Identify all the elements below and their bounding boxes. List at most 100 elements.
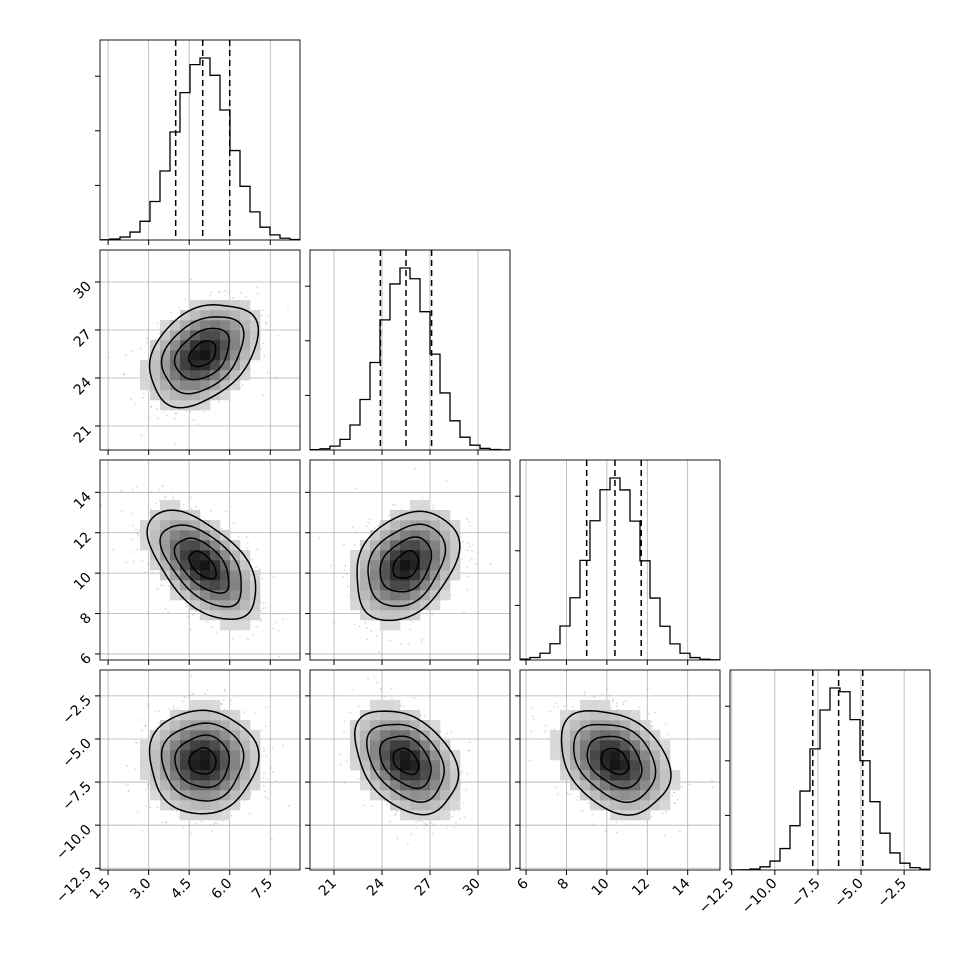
- density-cell: [170, 730, 181, 741]
- density-cell: [160, 540, 171, 551]
- density-cell: [210, 530, 221, 541]
- scatter-point: [144, 724, 147, 727]
- scatter-point: [369, 518, 371, 521]
- scatter-point: [223, 290, 226, 293]
- contour-2: [367, 523, 447, 607]
- contour-2: [160, 722, 245, 802]
- scatter-point: [383, 695, 386, 698]
- density-cell: [160, 510, 171, 521]
- scatter-point: [475, 563, 477, 565]
- density-cell: [220, 600, 231, 611]
- density-cell: [180, 330, 191, 341]
- density-cell: [440, 520, 451, 531]
- density-cell: [420, 530, 431, 541]
- density-cell: [240, 560, 251, 571]
- density-cell: [220, 750, 231, 761]
- density-cell: [200, 520, 211, 531]
- density-cell: [230, 750, 241, 761]
- scatter-point: [218, 401, 221, 404]
- density-cells: [140, 700, 261, 821]
- density-cell: [380, 590, 391, 601]
- scatter-point: [461, 558, 463, 560]
- density-cell: [230, 340, 241, 351]
- density-cell: [220, 760, 231, 771]
- scatter-point: [134, 741, 137, 743]
- density-cell: [150, 560, 161, 571]
- density-cell: [450, 530, 461, 541]
- scatter-point: [462, 540, 464, 543]
- scatter-point: [466, 565, 468, 568]
- scatter-point: [348, 711, 351, 714]
- density-cell: [230, 780, 241, 791]
- scatter-point: [130, 538, 133, 541]
- scatter-point: [219, 291, 221, 294]
- scatter-point: [173, 417, 176, 420]
- density-cell: [180, 780, 191, 791]
- contour-0: [188, 550, 217, 580]
- density-cell: [190, 350, 201, 361]
- scatter-point: [272, 627, 275, 630]
- density-cell: [230, 770, 241, 781]
- panel-content: [310, 670, 510, 870]
- density-cell: [170, 370, 181, 381]
- scatter-point: [403, 705, 405, 708]
- density-cell: [200, 390, 211, 401]
- density-cell: [160, 360, 171, 371]
- density-cell: [400, 610, 411, 621]
- density-cell: [450, 520, 461, 531]
- scatter-point: [155, 502, 158, 505]
- scatter-point: [264, 796, 267, 798]
- density-cell: [380, 610, 391, 621]
- scatter-point: [205, 620, 208, 623]
- density-cell: [190, 360, 201, 371]
- scatter-point: [266, 797, 269, 800]
- scatter-point: [266, 329, 269, 332]
- density-cell: [160, 720, 171, 731]
- density-cell: [250, 610, 261, 621]
- scatter-point: [367, 677, 369, 680]
- density-cell: [400, 560, 411, 571]
- scatter-point: [271, 766, 273, 769]
- scatter-point: [254, 711, 257, 713]
- scatter-point: [472, 543, 475, 546]
- density-cell: [220, 620, 231, 631]
- scatter-point: [131, 489, 134, 491]
- density-cell: [250, 760, 261, 771]
- density-cell: [200, 760, 211, 771]
- density-cell: [230, 550, 241, 561]
- density-cell: [190, 810, 201, 821]
- density-cell: [190, 600, 201, 611]
- scatter-point: [156, 408, 158, 410]
- scatter-point: [409, 628, 412, 631]
- density-cell: [410, 540, 421, 551]
- density-cell: [180, 560, 191, 571]
- density-cell: [170, 800, 181, 811]
- contour-1: [173, 327, 231, 381]
- scatter-point: [343, 543, 345, 546]
- scatter-point: [445, 480, 448, 482]
- density-cell: [200, 340, 211, 351]
- scatter-point: [256, 286, 259, 289]
- scatter-point: [147, 338, 150, 340]
- density-cell: [390, 540, 401, 551]
- scatter-point: [120, 490, 123, 492]
- density-cell: [160, 800, 171, 811]
- density-cell: [230, 800, 241, 811]
- density-cell: [230, 310, 241, 321]
- density-cell: [350, 590, 361, 601]
- scatter-point: [396, 810, 398, 813]
- density-cell: [170, 380, 181, 391]
- scatter-point: [415, 827, 418, 830]
- density-cell: [170, 720, 181, 731]
- scatter-point: [389, 639, 392, 642]
- density-cell: [150, 520, 161, 531]
- scatter-point: [195, 822, 198, 825]
- scatter-point: [112, 548, 114, 551]
- scatter-point: [471, 558, 473, 561]
- density-cell: [220, 310, 231, 321]
- scatter-point: [393, 503, 396, 506]
- density-cell: [390, 550, 401, 561]
- scatter-point: [343, 720, 346, 722]
- density-cell: [220, 530, 231, 541]
- scatter-point: [165, 821, 168, 824]
